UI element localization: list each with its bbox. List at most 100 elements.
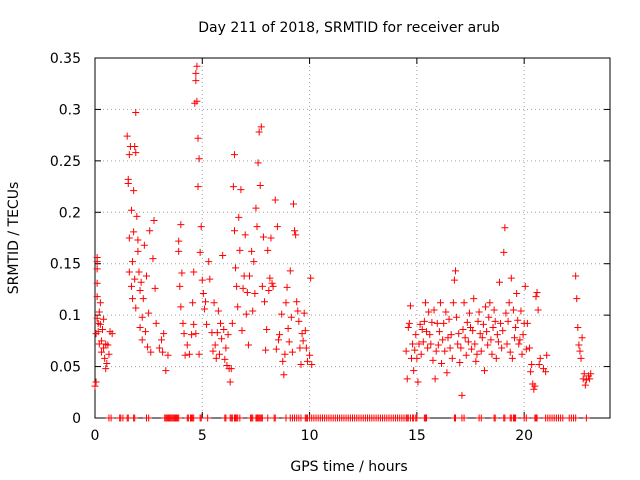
data-point bbox=[412, 331, 420, 339]
data-point bbox=[175, 237, 183, 245]
data-point bbox=[93, 314, 101, 322]
data-point bbox=[135, 268, 143, 276]
data-point bbox=[508, 354, 516, 362]
data-point bbox=[575, 341, 583, 349]
data-point bbox=[273, 223, 281, 231]
data-point bbox=[138, 336, 146, 344]
data-point bbox=[130, 228, 138, 236]
data-point bbox=[132, 149, 140, 157]
data-point bbox=[441, 347, 449, 355]
data-point bbox=[146, 227, 154, 235]
data-point bbox=[209, 347, 217, 355]
data-point bbox=[452, 267, 459, 275]
data-point bbox=[150, 217, 158, 225]
data-point bbox=[267, 234, 275, 242]
data-point bbox=[306, 351, 314, 359]
data-point bbox=[210, 299, 218, 307]
data-point bbox=[447, 331, 455, 339]
data-point bbox=[299, 337, 307, 345]
data-point bbox=[420, 317, 428, 325]
data-point bbox=[205, 258, 213, 266]
y-tick-label: 0.3 bbox=[59, 102, 81, 118]
data-point bbox=[431, 375, 439, 383]
data-point bbox=[440, 319, 448, 327]
data-point bbox=[99, 326, 107, 334]
data-point bbox=[235, 213, 243, 221]
data-point bbox=[523, 319, 531, 327]
data-point bbox=[495, 278, 503, 286]
data-point bbox=[284, 325, 292, 333]
data-point bbox=[213, 329, 221, 337]
data-point bbox=[263, 326, 271, 334]
data-point bbox=[421, 299, 429, 307]
data-point bbox=[180, 330, 188, 338]
data-point bbox=[489, 323, 497, 331]
data-point bbox=[242, 310, 250, 318]
data-point bbox=[295, 317, 303, 325]
data-point bbox=[131, 414, 139, 422]
data-point bbox=[237, 186, 245, 194]
data-point bbox=[145, 414, 153, 422]
data-point bbox=[464, 338, 472, 346]
x-tick-label: 0 bbox=[91, 428, 100, 444]
data-point bbox=[449, 299, 457, 307]
data-point bbox=[501, 224, 509, 232]
data-point bbox=[504, 317, 512, 325]
data-point bbox=[204, 414, 212, 422]
x-tick-label: 5 bbox=[198, 428, 207, 444]
data-point bbox=[300, 309, 308, 317]
data-point bbox=[511, 334, 519, 342]
data-point bbox=[477, 347, 485, 355]
data-point bbox=[162, 367, 170, 375]
data-point bbox=[233, 282, 241, 290]
data-point bbox=[219, 251, 227, 259]
data-point bbox=[404, 323, 412, 331]
data-point bbox=[244, 341, 252, 349]
data-point bbox=[236, 246, 244, 254]
data-point bbox=[92, 378, 100, 386]
data-point bbox=[158, 336, 166, 344]
y-tick-label: 0.15 bbox=[50, 257, 81, 273]
data-point bbox=[455, 330, 463, 338]
data-point bbox=[217, 319, 225, 327]
data-point bbox=[456, 358, 464, 366]
data-point bbox=[475, 308, 483, 316]
data-point bbox=[512, 414, 520, 422]
data-point bbox=[572, 414, 580, 422]
data-point bbox=[576, 347, 584, 355]
data-point bbox=[226, 378, 234, 386]
data-point bbox=[253, 223, 261, 231]
data-point bbox=[181, 351, 189, 359]
data-point bbox=[192, 77, 200, 85]
data-point bbox=[129, 258, 137, 266]
data-point bbox=[445, 315, 453, 323]
data-point bbox=[105, 350, 113, 358]
data-point bbox=[543, 351, 551, 359]
data-point bbox=[521, 282, 529, 290]
data-point bbox=[465, 309, 473, 317]
data-point bbox=[199, 290, 207, 298]
data-point bbox=[144, 343, 152, 351]
data-point bbox=[506, 348, 514, 356]
y-tick-label: 0.35 bbox=[50, 51, 81, 67]
data-point bbox=[125, 234, 133, 242]
data-point bbox=[488, 350, 496, 358]
data-point bbox=[517, 307, 525, 315]
x-axis-label: GPS time / hours bbox=[290, 459, 407, 475]
data-point bbox=[294, 307, 302, 315]
data-point bbox=[533, 289, 541, 297]
data-point bbox=[134, 247, 142, 255]
data-point bbox=[497, 319, 505, 327]
data-point bbox=[137, 278, 145, 286]
data-point bbox=[428, 318, 436, 326]
data-point bbox=[104, 341, 112, 349]
data-point bbox=[264, 246, 272, 254]
data-point bbox=[442, 308, 450, 316]
data-point bbox=[124, 179, 132, 187]
data-point bbox=[239, 284, 247, 292]
data-point bbox=[211, 341, 219, 349]
data-point bbox=[206, 275, 214, 283]
data-point bbox=[265, 286, 273, 294]
data-point bbox=[188, 331, 196, 339]
data-point bbox=[192, 330, 200, 338]
